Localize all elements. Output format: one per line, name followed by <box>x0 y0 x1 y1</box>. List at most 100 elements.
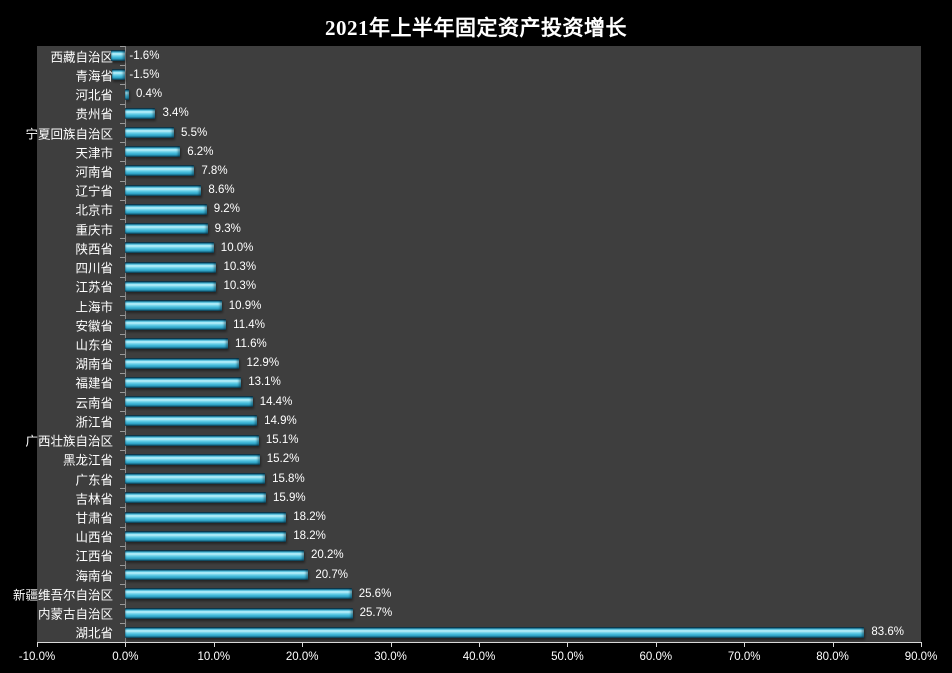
data-bar <box>125 434 259 446</box>
value-label: 5.5% <box>181 126 208 139</box>
x-axis-tick <box>213 643 215 647</box>
value-label: 15.8% <box>272 472 305 485</box>
value-label: -1.5% <box>129 68 160 81</box>
category-axis-tick <box>120 468 126 470</box>
category-axis-tick <box>120 392 126 394</box>
category-axis-tick <box>120 545 126 547</box>
value-label: 25.7% <box>359 607 393 620</box>
data-bar <box>125 530 287 542</box>
data-bar <box>125 280 217 292</box>
value-label: 3.4% <box>162 107 189 120</box>
category-label: 贵州省 <box>75 107 113 122</box>
category-axis-tick <box>120 84 126 86</box>
data-bar <box>125 453 260 465</box>
data-bar <box>125 357 240 369</box>
value-label: 10.3% <box>223 280 257 293</box>
value-label: 9.2% <box>213 203 240 216</box>
data-bar <box>125 492 266 504</box>
category-axis-tick <box>120 238 126 240</box>
x-axis-tick-label: 30.0% <box>374 651 407 663</box>
data-bar <box>125 223 208 235</box>
bar-row: 贵州省 3.4% <box>37 104 921 123</box>
category-axis-tick <box>120 122 126 124</box>
category-label: 天津市 <box>75 146 113 161</box>
bar-row: 福建省 13.1% <box>37 373 921 392</box>
chart-title: 2021年上半年固定资产投资增长 <box>325 16 627 40</box>
value-label: 10.0% <box>220 241 254 254</box>
data-bar <box>125 511 287 523</box>
category-axis-tick <box>120 295 126 297</box>
category-axis-tick <box>120 430 126 432</box>
x-axis-tick-label: 50.0% <box>551 651 584 663</box>
category-axis-tick <box>120 334 126 336</box>
category-axis-tick <box>120 142 126 144</box>
bar-row: 天津市 6.2% <box>37 142 921 161</box>
category-label: 湖南省 <box>75 357 113 372</box>
category-label: 青海省 <box>75 69 113 84</box>
x-axis-tick-label: 90.0% <box>904 651 938 663</box>
value-label: 0.4% <box>135 88 163 101</box>
x-axis-tick-label: 40.0% <box>462 651 496 663</box>
category-label: 湖北省 <box>75 626 113 641</box>
bar-row: 黑龙江省 15.2% <box>37 450 921 469</box>
bar-row: 内蒙古自治区 25.7% <box>37 604 921 623</box>
x-axis-tick <box>479 643 480 647</box>
x-axis-tick <box>655 643 657 647</box>
value-label: 20.7% <box>315 568 348 581</box>
bar-row: 重庆市 9.3% <box>37 219 921 238</box>
value-label: 14.4% <box>259 395 293 408</box>
category-label: 北京市 <box>75 203 113 218</box>
x-axis-tick <box>567 643 569 647</box>
category-label: 江西省 <box>75 549 113 564</box>
x-axis-tick <box>125 643 127 647</box>
value-label: 15.1% <box>265 434 299 447</box>
data-bar <box>125 203 207 215</box>
category-label: 上海市 <box>75 300 113 315</box>
category-axis-tick <box>120 46 126 47</box>
category-label: 河北省 <box>75 88 113 103</box>
x-axis-tick-label: -10.0% <box>18 651 56 663</box>
bar-row: 山东省 11.6% <box>37 334 921 353</box>
category-label: 四川省 <box>75 261 113 276</box>
value-label: 10.9% <box>228 299 262 312</box>
value-label: 6.2% <box>187 145 214 158</box>
bar-row: 新疆维吾尔自治区 25.6% <box>13 584 921 603</box>
category-axis-tick <box>120 353 126 355</box>
data-bar <box>125 261 217 273</box>
category-label: 安徽省 <box>75 319 113 334</box>
plot-area: 西藏自治区 -1.6% 青海省 -1.5% 河北省 0.4% 贵州省 3.4% 宁夏回族自治区 5… <box>13 46 921 643</box>
category-axis-tick <box>120 372 126 374</box>
x-axis-tick-label: 20.0% <box>285 651 319 663</box>
bar-row: 河北省 0.4% <box>37 84 921 103</box>
category-label: 山东省 <box>75 338 113 353</box>
x-axis-tick-label: 60.0% <box>639 651 673 663</box>
value-label: 10.3% <box>223 261 257 274</box>
category-axis-tick <box>120 507 126 509</box>
x-axis-tick <box>37 643 38 647</box>
category-label: 福建省 <box>75 376 113 391</box>
value-label: 9.3% <box>214 222 241 235</box>
data-bar <box>125 88 129 100</box>
bar-row: 湖北省 83.6% <box>37 623 921 642</box>
value-label: 8.6% <box>208 184 235 197</box>
x-axis-tick <box>302 643 304 647</box>
x-axis-tick-label: 0.0% <box>112 651 139 663</box>
data-bar <box>125 242 214 254</box>
category-axis-tick <box>120 411 126 413</box>
category-axis-tick <box>120 103 126 105</box>
value-label: 20.2% <box>310 549 344 562</box>
data-bar <box>125 127 174 138</box>
category-label: 云南省 <box>75 396 113 411</box>
category-axis-tick <box>120 199 126 201</box>
bar-row: 青海省 -1.5% <box>37 65 921 84</box>
bar-row: 吉林省 15.9% <box>37 488 921 507</box>
data-bar <box>125 588 352 600</box>
bar-row: 宁夏回族自治区 5.5% <box>25 123 921 142</box>
category-label: 新疆维吾尔自治区 <box>12 588 113 603</box>
data-bar <box>125 338 228 350</box>
data-bar <box>125 607 353 619</box>
data-bar <box>125 549 304 561</box>
x-axis-tick <box>921 643 922 647</box>
category-label: 江苏省 <box>75 280 113 295</box>
x-axis-tick <box>390 643 392 647</box>
